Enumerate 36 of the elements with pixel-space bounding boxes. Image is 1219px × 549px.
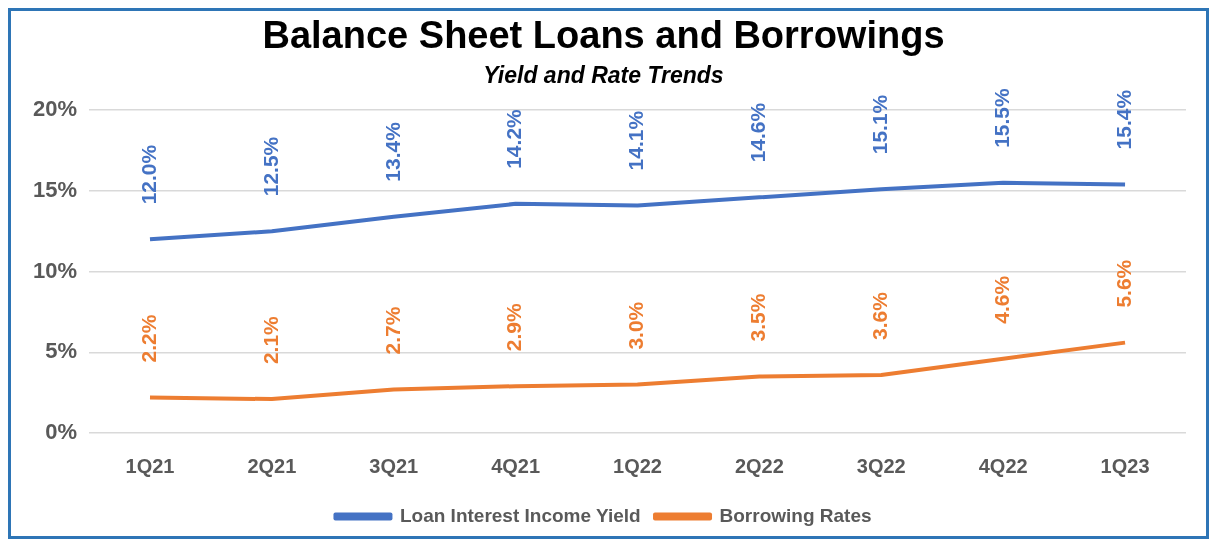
data-label: 3.0% xyxy=(624,301,648,350)
x-tick-label: 2Q22 xyxy=(734,454,784,477)
data-label: 15.5% xyxy=(989,87,1013,148)
data-label: 2.1% xyxy=(258,315,282,365)
data-label: 13.4% xyxy=(380,121,404,182)
data-label: 15.4% xyxy=(1111,89,1135,150)
x-tick-label: 1Q23 xyxy=(1100,454,1150,477)
x-tick-label: 4Q22 xyxy=(978,454,1028,477)
y-tick-label: 10% xyxy=(32,257,78,283)
data-label: 2.7% xyxy=(380,306,404,355)
x-tick-label: 3Q22 xyxy=(856,454,906,477)
x-tick-label: 2Q21 xyxy=(247,454,297,477)
data-label: 4.6% xyxy=(989,275,1013,324)
y-tick-label: 5% xyxy=(45,338,78,364)
x-tick-label: 1Q21 xyxy=(125,454,175,477)
data-label: 5.6% xyxy=(1111,259,1135,308)
chart-subtitle: Yield and Rate Trends xyxy=(483,61,724,88)
data-label: 14.1% xyxy=(624,110,648,171)
chart-title: Balance Sheet Loans and Borrowings xyxy=(262,14,945,57)
y-tick-label: 0% xyxy=(45,419,78,445)
data-label: 12.0% xyxy=(136,144,160,205)
data-label: 2.9% xyxy=(502,303,526,352)
data-label: 12.5% xyxy=(258,136,282,197)
data-label: 14.6% xyxy=(746,102,770,163)
data-label: 3.6% xyxy=(868,291,892,340)
x-tick-label: 1Q22 xyxy=(613,454,662,477)
legend-label: Borrowing Rates xyxy=(719,504,872,526)
legend-label: Loan Interest Income Yield xyxy=(399,504,641,526)
data-label: 3.5% xyxy=(746,293,770,342)
x-tick-label: 3Q21 xyxy=(369,454,419,477)
data-label: 2.2% xyxy=(136,314,160,363)
data-label: 15.1% xyxy=(868,94,892,155)
y-tick-label: 15% xyxy=(32,176,78,202)
y-tick-label: 20% xyxy=(32,96,78,122)
data-label: 14.2% xyxy=(502,108,526,169)
x-tick-label: 4Q21 xyxy=(491,454,541,477)
